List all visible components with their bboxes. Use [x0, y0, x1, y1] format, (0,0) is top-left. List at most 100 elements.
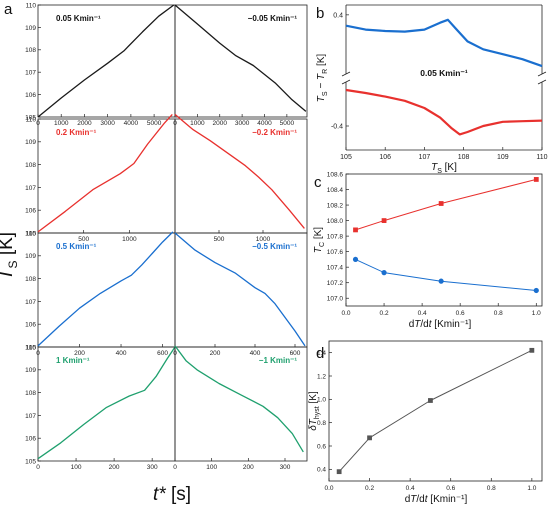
y-tick-label: 109 [25, 25, 36, 32]
x-tick-label: 4000 [257, 120, 272, 127]
y-tick-label: 107.2 [327, 280, 344, 287]
x-tick-label: 1000 [54, 120, 69, 127]
x-tick-label: 1000 [256, 236, 271, 243]
x-tick-label: 105 [340, 154, 352, 161]
x-tick-label: 2000 [213, 120, 228, 127]
y-tick-label: 1.4 [317, 350, 326, 357]
y-tick-label: 105 [25, 344, 36, 351]
rate-annotation: −0.5 Kmin⁻¹ [252, 242, 297, 251]
y-tick-label: 107.6 [327, 249, 344, 256]
x-tick-label: 4000 [124, 120, 139, 127]
subplot-cooling-row2: 500 1000 −0.2 Kmin⁻¹ [174, 113, 308, 243]
panel-label-d: d [316, 345, 324, 362]
x-tick-label: 400 [116, 350, 127, 357]
x-axis-label: dT/dt [Kmin⁻¹] [405, 494, 468, 505]
x-tick-label: 600 [290, 350, 301, 357]
data-point [438, 201, 444, 206]
x-tick-label: 0.2 [365, 485, 374, 492]
x-tick-label: 3000 [235, 120, 250, 127]
rate-annotation: −0.05 Kmin⁻¹ [248, 14, 298, 23]
y-axis-label: TS − TR [K] [316, 54, 329, 103]
y-tick-label: 110 [26, 230, 37, 237]
x-tick-label: 0 [36, 464, 40, 471]
x-tick-label: 600 [157, 350, 168, 357]
x-tick-label: 1.0 [532, 310, 541, 317]
x-tick-label: 0.4 [406, 485, 415, 492]
data-point [529, 347, 535, 353]
x-tick-label: 300 [147, 464, 158, 471]
data-point [367, 435, 372, 441]
x-axis-label: TS [K] [431, 162, 457, 175]
y-tick-label: 1.2 [317, 373, 326, 380]
panel-a-xlabel: t* [s] [153, 484, 191, 505]
y-tick-label: 0.4 [333, 12, 343, 19]
y-tick-label: 107 [25, 413, 36, 420]
y-axis-label: TC [K] [313, 227, 326, 253]
y-tick-label: 0.4 [317, 467, 326, 474]
panel-d: 0.0 0.2 0.4 0.6 0.8 1.0 0.4 0.6 0.8 1.0 1.2 1.4 dT/d… [308, 340, 543, 505]
y-tick-label: 107 [25, 70, 36, 77]
rate-annotation: 0.05 Kmin⁻¹ [420, 68, 468, 78]
panel-a-ylabel: TS [K] [0, 232, 20, 280]
panel-label-b: b [316, 5, 324, 22]
y-tick-label: 107.4 [327, 264, 344, 271]
subplot-heating-row4: 0 100 200 300 105 106 107 108 109 110 1 Kmin⁻¹ [25, 344, 176, 471]
axis-break-mark-left [341, 71, 351, 77]
subplot-cooling-row4: 0 100 200 300 −1 Kmin⁻¹ [173, 345, 308, 471]
x-tick-label: 0.6 [446, 485, 455, 492]
axis-break-mark-left [341, 79, 351, 85]
rate-annotation: −0.2 Kmin⁻¹ [252, 128, 297, 137]
panel-a: 0 1000 2000 3000 4000 50001051061071081091100… [25, 2, 308, 471]
x-axis-label: dT/dt [Kmin⁻¹] [409, 319, 472, 330]
x-tick-label: 0.8 [487, 485, 496, 492]
x-tick-label: 107 [419, 154, 431, 161]
y-tick-label: 107.8 [327, 233, 344, 240]
panel-label-a: a [4, 1, 13, 18]
x-tick-label: 0.0 [341, 310, 350, 317]
y-tick-label: 106 [25, 436, 36, 443]
x-tick-label: 200 [210, 350, 221, 357]
x-tick-label: 300 [280, 464, 291, 471]
x-tick-label: 0 [173, 464, 177, 471]
series-line [37, 346, 176, 460]
x-tick-label: 0.2 [380, 310, 389, 317]
y-tick-label: 0.6 [317, 443, 326, 450]
y-tick-label: 108 [25, 47, 36, 54]
plot-frame [328, 340, 543, 482]
y-tick-label: 108.6 [327, 171, 344, 178]
rate-annotation: 0.2 Kmin⁻¹ [56, 128, 97, 137]
series-line [37, 113, 173, 233]
data-point [381, 218, 387, 223]
x-tick-label: 1.0 [527, 485, 536, 492]
data-point [428, 398, 433, 403]
subplot-frame [174, 346, 308, 462]
y-tick-label: 109 [25, 367, 36, 374]
x-tick-label: 109 [497, 154, 509, 161]
y-tick-label: 106 [25, 92, 36, 99]
y-tick-label: 108.2 [327, 202, 344, 209]
x-tick-label: 100 [71, 464, 82, 471]
x-tick-label: 2000 [77, 120, 92, 127]
y-tick-label: 109 [25, 139, 36, 146]
rate-annotation: 0.05 Kmin⁻¹ [56, 14, 101, 23]
y-tick-label: 0.8 [317, 420, 326, 427]
y-tick-label: 108 [25, 390, 36, 397]
series-line-blue [345, 18, 543, 68]
x-tick-label: 5000 [147, 120, 162, 127]
series-line [174, 345, 304, 453]
x-tick-label: 1000 [122, 236, 137, 243]
data-point [533, 177, 539, 182]
series-line-0 [355, 178, 537, 231]
y-tick-label: 107.0 [327, 296, 344, 303]
y-tick-label: 109 [25, 253, 36, 260]
series-line-1 [355, 258, 537, 291]
series-line [37, 4, 175, 118]
y-tick-label: 110 [26, 344, 37, 351]
subplot-frame [174, 4, 308, 118]
y-tick-label: 110 [26, 116, 37, 123]
x-tick-label: 200 [74, 350, 85, 357]
x-tick-label: 400 [250, 350, 261, 357]
y-tick-label: 105 [25, 230, 36, 237]
